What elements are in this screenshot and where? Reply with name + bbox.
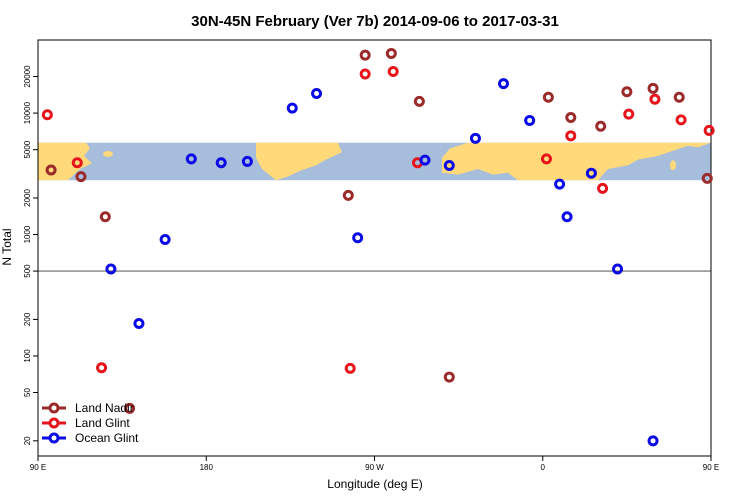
point-land-nadir <box>75 171 87 183</box>
y-tick-label: 100 <box>23 349 32 363</box>
legend-marker-land-nadir <box>48 402 60 414</box>
point-ocean-glint <box>554 178 566 190</box>
point-ocean-glint <box>561 211 573 223</box>
point-land-glint <box>96 362 108 374</box>
legend-label-land-glint: Land Glint <box>75 416 130 430</box>
y-tick-label: 500 <box>23 264 32 278</box>
legend-label-ocean-glint: Ocean Glint <box>75 431 139 445</box>
point-land-glint <box>649 93 661 105</box>
point-land-nadir <box>385 47 397 59</box>
point-ocean-glint <box>352 232 364 244</box>
map-island-east <box>670 160 676 171</box>
point-land-glint <box>344 362 356 374</box>
point-land-glint <box>387 66 399 78</box>
y-tick-label: 10000 <box>23 101 32 124</box>
point-land-glint <box>703 124 715 136</box>
y-tick-label: 50 <box>23 388 32 397</box>
point-ocean-glint <box>105 263 117 275</box>
y-axis: 20 50 100 200 500 1000 2000 5000 10000 20000 <box>23 65 38 445</box>
point-land-nadir <box>45 164 57 176</box>
point-land-nadir <box>647 82 659 94</box>
point-land-nadir <box>673 91 685 103</box>
x-tick-label: 90 E <box>30 463 46 472</box>
x-tick-label: 90 W <box>365 463 384 472</box>
point-ocean-glint <box>241 155 253 167</box>
x-axis: 90 E 180 90 W 0 90 E <box>30 456 719 472</box>
point-ocean-glint <box>311 88 323 100</box>
y-axis-label: N Total <box>0 228 14 265</box>
point-ocean-glint <box>497 78 509 90</box>
legend-label-land-nadir: Land Nadir <box>75 401 134 415</box>
point-land-glint <box>565 130 577 142</box>
point-ocean-glint <box>585 167 597 179</box>
point-ocean-glint <box>612 263 624 275</box>
point-ocean-glint <box>524 114 536 126</box>
legend-marker-land-glint <box>48 417 60 429</box>
point-land-glint <box>41 109 53 121</box>
point-ocean-glint <box>419 154 431 166</box>
point-land-nadir <box>124 402 136 414</box>
point-land-nadir <box>99 211 111 223</box>
y-tick-label: 5000 <box>23 140 32 158</box>
point-land-nadir <box>621 86 633 98</box>
point-ocean-glint <box>185 153 197 165</box>
point-land-glint <box>623 108 635 120</box>
chart-title: 30N-45N February (Ver 7b) 2014-09-06 to … <box>191 13 559 30</box>
legend-marker-ocean-glint <box>48 432 60 444</box>
point-ocean-glint <box>159 234 171 246</box>
y-tick-label: 2000 <box>23 189 32 207</box>
point-ocean-glint <box>647 435 659 447</box>
point-land-nadir <box>359 49 371 61</box>
data-points <box>41 47 715 447</box>
x-tick-label: 180 <box>200 463 214 472</box>
map-land-1 <box>38 142 92 181</box>
map-land-3 <box>442 142 711 181</box>
y-tick-label: 1000 <box>23 225 32 243</box>
map-band <box>38 142 711 181</box>
y-tick-label: 200 <box>23 312 32 326</box>
point-land-nadir <box>595 120 607 132</box>
map-land-2 <box>256 142 342 181</box>
x-tick-label: 0 <box>541 463 546 472</box>
point-land-glint <box>540 153 552 165</box>
point-ocean-glint <box>443 160 455 172</box>
y-tick-label: 20000 <box>23 65 32 88</box>
y-tick-label: 20 <box>23 436 32 445</box>
x-tick-label: 90 E <box>703 463 719 472</box>
x-axis-label: Longitude (deg E) <box>327 477 422 491</box>
point-land-nadir <box>443 371 455 383</box>
point-ocean-glint <box>133 318 145 330</box>
point-land-nadir <box>701 172 713 184</box>
point-land-glint <box>359 68 371 80</box>
point-land-glint <box>597 182 609 194</box>
point-land-nadir <box>542 91 554 103</box>
map-island-japan <box>103 150 113 157</box>
point-land-glint <box>675 114 687 126</box>
point-land-nadir <box>413 95 425 107</box>
point-land-glint <box>71 157 83 169</box>
point-ocean-glint <box>469 132 481 144</box>
point-land-nadir <box>565 112 577 124</box>
point-land-nadir <box>342 189 354 201</box>
point-ocean-glint <box>215 157 227 169</box>
point-ocean-glint <box>286 102 298 114</box>
